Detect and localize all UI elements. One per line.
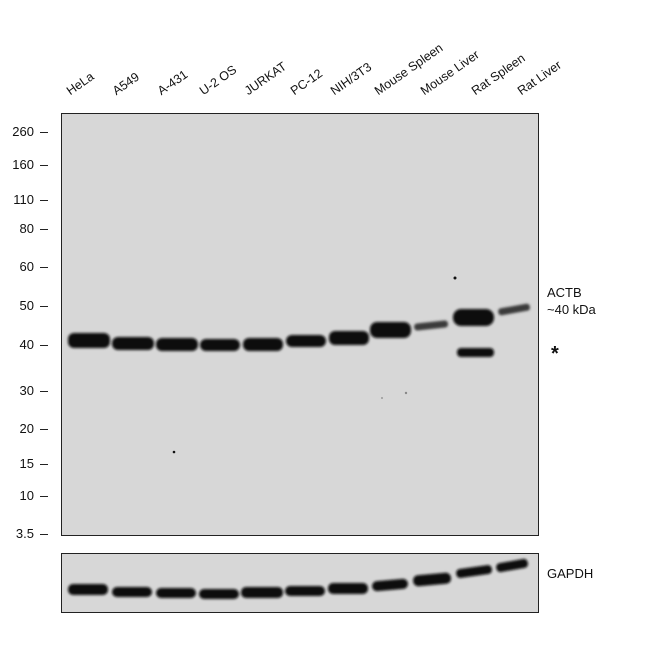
actb-band-mouse-liver [414,320,449,331]
mw-tick-60 [40,267,48,268]
gapdh-band-hela [68,584,108,595]
mw-label-260: 260 [12,124,34,139]
actb-band-a549 [112,337,154,350]
blot-speck [172,450,176,454]
blot-speck [453,276,457,280]
actb-band-a431 [156,338,198,351]
gapdh-band-mouse-liver [413,572,452,587]
target-size-label: ~40 kDa [547,302,596,317]
mw-label-60: 60 [19,259,34,274]
actb-band-rat-liver [498,303,530,316]
actb-band-hela [68,333,110,348]
gapdh-band-mouse-spleen [372,578,408,592]
mw-label-50: 50 [19,298,34,313]
mw-tick-30 [40,391,48,392]
gapdh-band-a431 [156,588,196,598]
gapdh-band-a549 [112,587,152,597]
gapdh-band-rat-liver [496,558,528,573]
mw-tick-40 [40,345,48,346]
mw-label-10: 10 [19,488,34,503]
mw-label-30: 30 [19,383,34,398]
nonspecific-asterisk: * [551,343,559,365]
actb-band-jurkat [243,338,283,351]
mw-tick-3-5 [40,534,48,535]
mw-label-80: 80 [19,221,34,236]
actb-band-rat-spleen [453,309,494,326]
blot-speck [404,391,408,395]
mw-label-20: 20 [19,421,34,436]
target-name-label: ACTB [547,285,582,300]
mw-tick-260 [40,132,48,133]
gapdh-band-nih3t3 [328,583,368,594]
actb-band-pc12 [286,335,326,347]
mw-tick-20 [40,429,48,430]
nonspecific-band-rat-spleen [457,348,494,357]
gapdh-band-rat-spleen [456,565,493,578]
mw-label-40: 40 [19,337,34,352]
actb-band-nih3t3 [329,331,369,345]
mw-label-3-5: 3.5 [15,526,34,541]
actb-band-mouse-spleen [370,322,411,338]
mw-tick-110 [40,200,48,201]
actb-band-u2os [200,339,240,351]
mw-tick-80 [40,229,48,230]
gapdh-band-jurkat [241,587,283,598]
gapdh-band-pc12 [285,586,325,596]
gapdh-band-u2os [199,589,239,599]
mw-label-160: 160 [12,157,34,172]
mw-tick-15 [40,464,48,465]
loading-control-label: GAPDH [547,566,594,581]
mw-tick-50 [40,306,48,307]
mw-label-110: 110 [13,192,34,207]
mw-tick-160 [40,165,48,166]
gapdh-blot-panel [61,553,539,613]
mw-tick-10 [40,496,48,497]
blot-speck [381,397,383,399]
mw-label-15: 15 [19,456,34,471]
